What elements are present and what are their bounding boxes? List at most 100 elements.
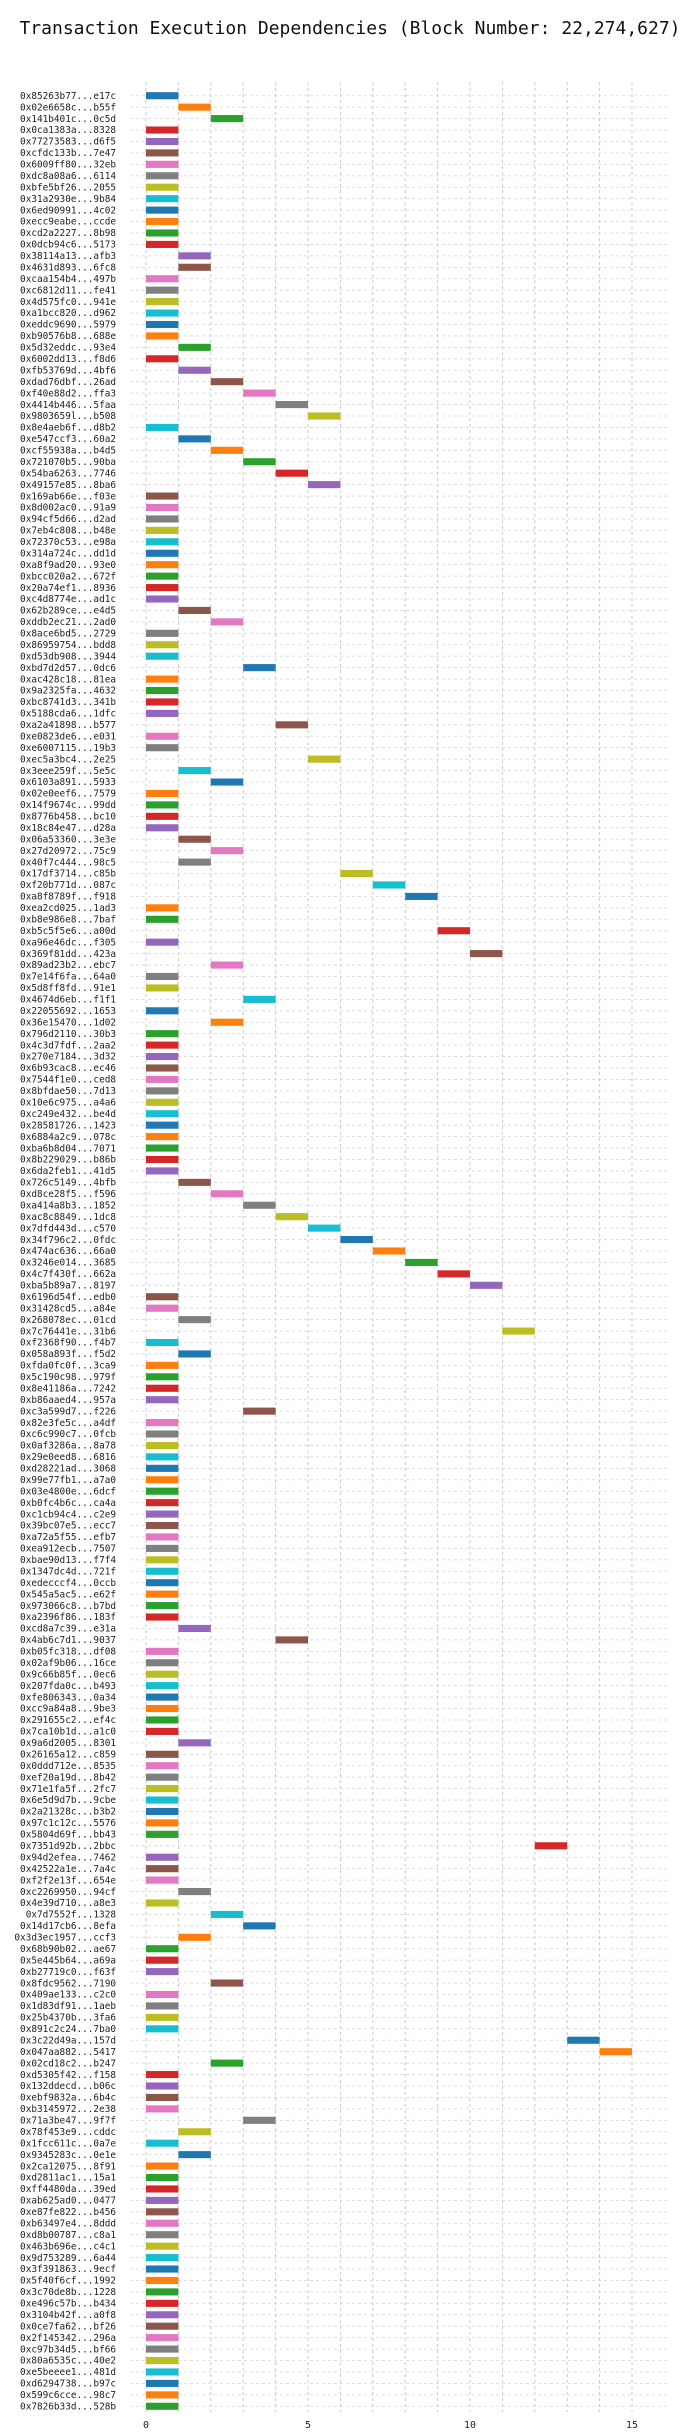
tx-bar xyxy=(146,1796,179,1804)
tx-label: 0x8e4aeb6f...d8b2 xyxy=(20,423,116,434)
tx-label: 0x409ae133...c2c0 xyxy=(20,1990,116,2001)
tx-bar xyxy=(210,961,244,969)
tx-label: 0x132ddecd...b06c xyxy=(20,2081,116,2092)
tx-bar xyxy=(146,492,179,500)
tx-bar xyxy=(146,2185,179,2193)
tx-bar xyxy=(243,664,276,672)
tx-bar xyxy=(146,1510,179,1518)
tx-bar xyxy=(146,1807,179,1816)
tx-bar xyxy=(210,1979,244,1987)
tx-label: 0x8e41186a...7242 xyxy=(20,1383,116,1394)
tx-bar xyxy=(243,1922,276,1930)
x-tick-label: 0 xyxy=(143,2420,149,2431)
tx-label: 0xcaa154b4...497b xyxy=(20,274,116,285)
tx-label: 0x89ad23b2...ebc7 xyxy=(20,960,116,971)
tx-bar xyxy=(146,938,179,946)
tx-label: 0xe5beeee1...481d xyxy=(20,2367,116,2378)
tx-label: 0x5c190c98...979f xyxy=(20,1372,116,1383)
tx-bar xyxy=(243,458,276,466)
tx-label: 0x9a6d2005...8301 xyxy=(20,1738,116,1749)
tx-bar xyxy=(146,641,179,649)
x-tick-label: 10 xyxy=(464,2420,476,2431)
tx-bar xyxy=(146,972,179,981)
tx-label: 0x0ddd712e...8535 xyxy=(20,1761,116,1772)
tx-label: 0x94cf5d66...d2ad xyxy=(20,514,116,525)
tx-label: 0xea912ecb...7507 xyxy=(20,1544,116,1555)
tx-bar xyxy=(243,1201,276,1209)
tx-label: 0x7351d92b...2bbc xyxy=(20,1841,116,1852)
tx-label: 0x7dfd443d...c570 xyxy=(20,1223,116,1234)
tx-label: 0x9803659l...b508 xyxy=(20,411,116,422)
tx-label: 0xab625ad0...0477 xyxy=(20,2196,116,2207)
tx-bar xyxy=(146,1876,179,1884)
tx-bar xyxy=(210,378,244,386)
tx-label: 0x02af9b06...16ce xyxy=(20,1658,116,1669)
tx-label: 0xb63497e4...8ddd xyxy=(20,2218,116,2229)
tx-label: 0x42522a1e...7a4c xyxy=(20,1864,116,1875)
tx-label: 0xc97b34d5...bf66 xyxy=(20,2344,116,2355)
tx-bar xyxy=(146,1956,179,1964)
tx-bar xyxy=(146,1384,179,1392)
tx-bar xyxy=(146,160,179,168)
tx-label: 0xebf9832a...6b4c xyxy=(20,2093,116,2104)
tx-bar xyxy=(146,309,179,317)
tx-bar xyxy=(146,2173,179,2182)
tx-label: 0x2a21328c...b3b2 xyxy=(20,1807,116,1818)
tx-label: 0x20a74ef1...8936 xyxy=(20,583,116,594)
tx-bar xyxy=(275,401,308,409)
tx-label: 0x80a6535c...40e2 xyxy=(20,2356,116,2367)
tx-bar xyxy=(146,240,179,248)
tx-label: 0x8b229029...b86b xyxy=(20,1155,116,1166)
tx-bar xyxy=(308,1224,341,1232)
tx-label: 0x4d575fc0...941e xyxy=(20,297,116,308)
tx-bar xyxy=(340,869,373,878)
tx-bar xyxy=(146,2082,179,2090)
tx-bar xyxy=(146,789,179,798)
tx-label: 0x545a5ac5...e62f xyxy=(20,1589,116,1600)
tx-label: 0xb8e986e8...7baf xyxy=(20,914,116,925)
tx-label: 0x9c66b85f...0ec6 xyxy=(20,1669,116,1680)
tx-bar xyxy=(178,366,211,374)
tx-bar xyxy=(599,2048,632,2056)
tx-label: 0x4c3d7fdf...2aa2 xyxy=(20,1040,116,1051)
tx-bar xyxy=(146,1704,179,1713)
tx-label: 0xcd8a7c39...e31a xyxy=(20,1624,116,1635)
tx-label: 0x31428cd5...a84e xyxy=(20,1303,116,1314)
tx-label: 0xc4d8774e...ad1c xyxy=(20,594,116,605)
tx-bar xyxy=(243,389,276,397)
tx-bar xyxy=(146,1853,179,1861)
tx-bar xyxy=(210,618,244,626)
tx-label: 0x7ca10b1d...a1c0 xyxy=(20,1727,116,1738)
tx-label: 0xec5a3bc4...2e25 xyxy=(20,754,116,765)
tx-bar xyxy=(146,549,179,557)
tx-bar xyxy=(178,606,211,614)
tx-label: 0x0dcb94c6...5173 xyxy=(20,240,116,251)
tx-label: 0x5804d69f...bb43 xyxy=(20,1830,116,1841)
tx-bar xyxy=(146,1819,179,1827)
tx-label: 0x14f9674c...99dd xyxy=(20,800,116,811)
tx-label: 0xf40e88d2...ffa3 xyxy=(20,388,116,399)
tx-bar xyxy=(470,1281,503,1289)
tx-bar xyxy=(146,686,179,695)
tx-bar xyxy=(146,984,179,992)
tx-label: 0x6196d54f...edb0 xyxy=(20,1292,116,1303)
tx-bar xyxy=(146,1613,179,1621)
tx-label: 0x7eb4c808...b48e xyxy=(20,526,116,537)
tx-bar xyxy=(146,732,179,740)
tx-label: 0x5d32eddc...93e4 xyxy=(20,343,116,354)
tx-label: 0x891c2c24...7ba0 xyxy=(20,2024,116,2035)
tx-label: 0x14d17cb6...8efa xyxy=(20,1921,116,1932)
tx-label: 0x02cd18c2...b247 xyxy=(20,2058,116,2069)
tx-label: 0xb3145972...2e38 xyxy=(20,2104,116,2115)
tx-bar xyxy=(146,1865,179,1873)
tx-bar xyxy=(146,2402,179,2410)
tx-bar xyxy=(146,1647,179,1655)
tx-bar xyxy=(146,1830,179,1838)
tx-label: 0x31a2930e...9b84 xyxy=(20,194,116,205)
tx-bar xyxy=(146,1110,179,1118)
tx-bar xyxy=(502,1327,535,1335)
tx-bar xyxy=(178,2151,211,2159)
tx-label: 0xba6b8d04...7071 xyxy=(20,1143,116,1154)
tx-label: 0xef20a19d...8b42 xyxy=(20,1772,116,1783)
tx-label: 0x796d2110...30b3 xyxy=(20,1029,116,1040)
